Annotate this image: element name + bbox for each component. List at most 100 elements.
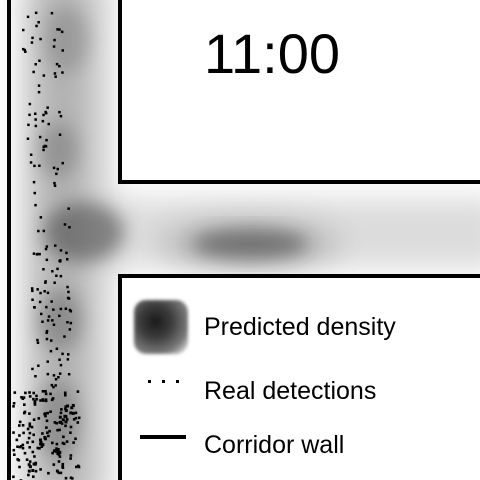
detection-dot	[58, 455, 62, 458]
detection-dot	[32, 418, 36, 421]
detection-dot	[51, 319, 54, 322]
detection-dot	[56, 28, 59, 31]
detection-dot	[36, 288, 39, 291]
detection-dot	[19, 445, 23, 448]
detection-dot	[55, 172, 58, 176]
detection-dot	[61, 441, 65, 445]
detection-dot	[32, 397, 35, 401]
detection-dot	[68, 328, 72, 331]
detection-dot	[64, 393, 67, 397]
detection-dot	[40, 312, 43, 316]
detection-dot	[74, 411, 78, 415]
detection-dot	[47, 315, 51, 318]
detection-dot	[27, 473, 30, 477]
density-hotspot-junction	[44, 202, 124, 262]
detection-dot	[67, 353, 70, 356]
detection-dot	[24, 50, 27, 53]
detection-dot	[46, 411, 49, 415]
detection-dot	[45, 305, 48, 309]
detection-dot	[41, 390, 45, 393]
detection-dot	[28, 422, 32, 425]
detection-dot	[77, 464, 80, 468]
detection-dot	[18, 434, 21, 437]
detection-dot	[28, 395, 32, 398]
detection-dot	[55, 442, 59, 446]
detection-dot	[37, 21, 40, 24]
detection-dot	[41, 398, 45, 401]
detection-dot	[36, 341, 40, 344]
detection-dot	[23, 411, 26, 415]
detection-dot	[50, 339, 53, 342]
detection-dot	[46, 360, 49, 363]
detection-dot	[12, 448, 16, 452]
detection-dot	[69, 321, 73, 325]
detection-dot	[18, 424, 21, 427]
detection-dot	[63, 223, 67, 226]
detection-dot	[41, 432, 44, 435]
detection-dot	[52, 463, 56, 466]
detection-dot	[36, 338, 39, 342]
detection-dot	[28, 102, 32, 106]
detection-dot	[54, 75, 57, 78]
detection-dot	[25, 458, 29, 461]
detection-dot	[63, 414, 67, 418]
density-swatch-icon	[134, 300, 188, 354]
detection-dot	[12, 475, 15, 479]
detection-dot	[26, 15, 30, 19]
detection-dot	[39, 216, 43, 219]
detection-dot	[71, 411, 75, 415]
detection-dot	[66, 285, 69, 289]
detection-dot	[56, 267, 59, 271]
detection-dot	[50, 300, 53, 303]
detection-dot	[22, 396, 26, 399]
detection-dot	[69, 425, 73, 429]
detection-dot	[29, 161, 33, 164]
detection-dot	[34, 11, 38, 15]
detection-dot	[52, 308, 55, 311]
detection-dot	[57, 460, 61, 463]
detection-dot	[52, 323, 56, 326]
detection-dot	[54, 244, 57, 247]
detection-dot	[46, 372, 50, 376]
detection-dot	[65, 251, 68, 255]
real-detections	[12, 11, 81, 480]
detection-dot	[28, 391, 31, 394]
detection-dot	[62, 435, 65, 439]
detection-dot	[43, 290, 46, 293]
detection-dot	[39, 399, 42, 402]
detection-dot	[56, 428, 59, 432]
detection-dot	[53, 281, 56, 284]
detection-dot	[45, 426, 48, 429]
detection-dot	[44, 414, 47, 418]
detection-dot	[12, 402, 16, 405]
detection-dot	[34, 124, 38, 128]
legend: Predicted density Real detections Corrid…	[132, 298, 472, 468]
wall-line-icon	[140, 435, 186, 439]
detection-dot	[33, 400, 37, 403]
detection-dot	[64, 476, 68, 480]
detection-dot	[28, 465, 32, 469]
detection-dot	[20, 396, 23, 399]
detection-dot	[58, 28, 61, 31]
detection-dot	[55, 447, 58, 450]
detection-dot	[61, 352, 64, 356]
detection-dot	[23, 48, 26, 52]
detection-dot	[70, 406, 74, 410]
detection-dot	[45, 245, 49, 248]
detection-dot	[39, 468, 42, 471]
detection-dot	[13, 391, 17, 394]
detection-dot	[26, 427, 30, 431]
detection-dot	[53, 38, 56, 42]
detection-dot	[45, 258, 49, 262]
detection-dot	[30, 41, 34, 44]
detection-dot	[72, 418, 76, 421]
detection-dot	[18, 420, 22, 424]
detection-dot	[32, 391, 35, 395]
detection-dot	[53, 421, 57, 424]
detection-dot	[64, 407, 67, 411]
detection-dot	[28, 424, 32, 428]
detection-dot	[75, 465, 78, 469]
detection-dot	[44, 110, 47, 114]
detection-dot	[48, 429, 51, 433]
detection-dot	[51, 441, 54, 445]
